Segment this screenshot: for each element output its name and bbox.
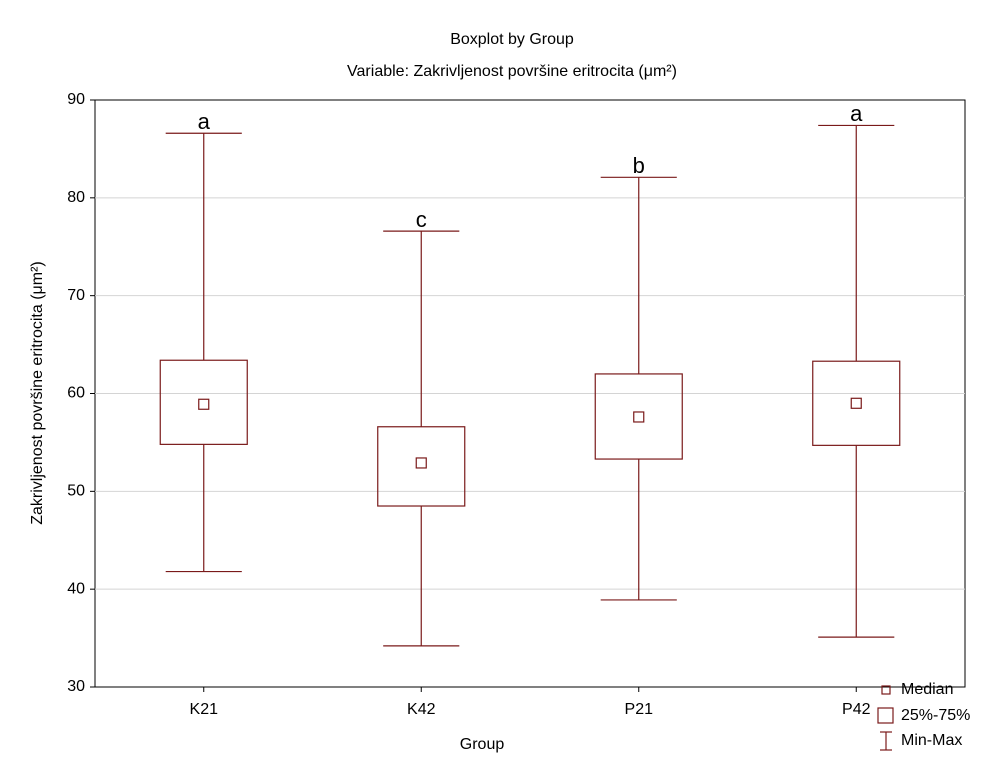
legend-label: Min-Max <box>901 732 962 749</box>
y-tick-label: 40 <box>67 580 85 597</box>
median <box>850 397 862 409</box>
y-tick-label: 60 <box>67 385 85 402</box>
chart-subtitle: Variable: Zakrivljenost površine eritroc… <box>347 63 677 80</box>
median <box>633 411 645 423</box>
box <box>594 373 683 460</box>
chart-title: Boxplot by Group <box>450 31 574 48</box>
x-tick-label: P21 <box>625 701 654 718</box>
box <box>812 360 901 446</box>
annotation: a <box>850 101 863 126</box>
legend-label: Median <box>901 681 953 698</box>
x-tick-label: K21 <box>190 701 219 718</box>
box <box>377 426 466 507</box>
annotation: a <box>198 109 211 134</box>
legend: Median 25%-75% Min-Max <box>877 681 970 751</box>
legend-median-icon <box>881 685 891 695</box>
median <box>415 457 427 469</box>
y-axis-label: Zakrivljenost površine eritrocita (μm²) <box>29 261 46 525</box>
x-tick-label: P42 <box>842 701 871 718</box>
box <box>159 359 248 445</box>
legend-box-icon <box>877 707 894 724</box>
y-tick-label: 70 <box>67 287 85 304</box>
y-tick-label: 50 <box>67 483 85 500</box>
annotation: b <box>633 153 645 178</box>
y-tick-label: 30 <box>67 678 85 695</box>
x-tick-label: K42 <box>407 701 436 718</box>
y-tick-label: 80 <box>67 189 85 206</box>
x-axis-label: Group <box>460 736 505 753</box>
median <box>198 398 210 410</box>
legend-label: 25%-75% <box>901 707 970 724</box>
y-tick-label: 90 <box>67 91 85 108</box>
annotation: c <box>416 207 427 232</box>
